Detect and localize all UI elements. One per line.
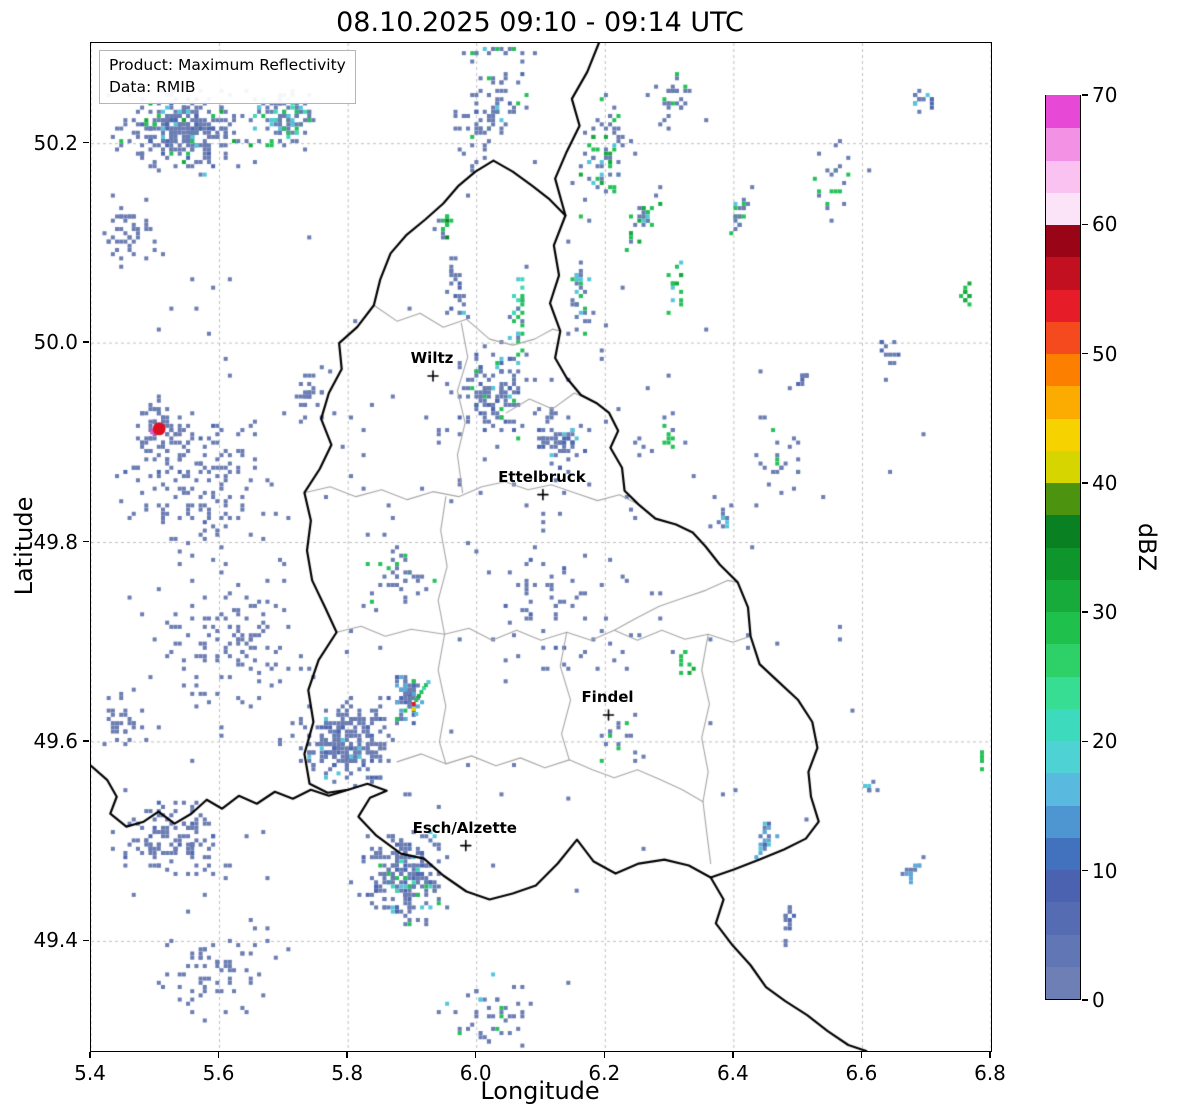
city-label-wiltz: Wiltz bbox=[410, 349, 454, 367]
figure-title: 08.10.2025 09:10 - 09:14 UTC bbox=[336, 7, 744, 38]
colorbar-band bbox=[1046, 740, 1080, 774]
colorbar-band bbox=[1046, 159, 1080, 193]
colorbar-band bbox=[1046, 353, 1080, 387]
colorbar-band bbox=[1046, 966, 1080, 999]
y-tick-label: 49.6 bbox=[33, 728, 78, 753]
y-tick-mark bbox=[82, 341, 89, 343]
y-tick-mark bbox=[82, 740, 89, 742]
x-tick-mark bbox=[989, 1051, 991, 1058]
colorbar-band bbox=[1046, 901, 1080, 935]
colorbar-band bbox=[1046, 95, 1080, 129]
x-axis-label: Longitude bbox=[480, 1077, 600, 1105]
colorbar-tick-mark bbox=[1082, 611, 1088, 613]
colorbar-tick-label: 40 bbox=[1092, 470, 1118, 495]
colorbar-tick-mark bbox=[1082, 94, 1088, 96]
x-tick-label: 6.8 bbox=[974, 1061, 1006, 1085]
colorbar-band bbox=[1046, 837, 1080, 870]
product-info-box: Product: Maximum Reflectivity Data: RMIB bbox=[99, 50, 356, 105]
city-label-findel: Findel bbox=[581, 688, 634, 706]
colorbar-tick-mark bbox=[1082, 740, 1088, 743]
city-label-ettelbruck: Ettelbruck bbox=[498, 467, 586, 486]
map-plot-area: Product: Maximum Reflectivity Data: RMIB bbox=[90, 42, 992, 1052]
colorbar-band bbox=[1046, 482, 1080, 516]
x-tick-mark bbox=[732, 1051, 734, 1058]
x-tick-mark bbox=[860, 1051, 863, 1058]
colorbar-tick-label: 60 bbox=[1092, 212, 1118, 237]
colorbar-tick-mark bbox=[1082, 999, 1088, 1001]
colorbar-band bbox=[1046, 933, 1080, 967]
city-label-esch-alzette: Esch/Alzette bbox=[412, 818, 517, 837]
x-tick-label: 5.8 bbox=[331, 1061, 364, 1085]
colorbar-band bbox=[1046, 546, 1080, 580]
y-tick-label: 49.8 bbox=[33, 529, 78, 554]
y-tick-mark bbox=[82, 540, 89, 543]
colorbar-band bbox=[1046, 256, 1080, 290]
colorbar-tick-mark bbox=[1082, 869, 1088, 872]
colorbar-label: dBZ bbox=[1133, 522, 1161, 572]
colorbar-band bbox=[1046, 772, 1080, 806]
colorbar-tick-label: 70 bbox=[1092, 83, 1118, 107]
colorbar-band bbox=[1046, 643, 1080, 677]
y-tick-mark bbox=[82, 141, 89, 144]
colorbar-band bbox=[1046, 127, 1080, 161]
x-tick-mark bbox=[474, 1051, 477, 1058]
colorbar-band bbox=[1046, 224, 1080, 258]
colorbar-tick-mark bbox=[1082, 223, 1088, 226]
colorbar-tick-label: 50 bbox=[1092, 341, 1118, 366]
data-source-line: Data: RMIB bbox=[109, 77, 196, 96]
y-tick-mark bbox=[82, 939, 89, 942]
x-tick-label: 5.6 bbox=[202, 1061, 235, 1085]
colorbar-tick-label: 30 bbox=[1092, 600, 1118, 625]
colorbar-tick-label: 10 bbox=[1092, 858, 1118, 883]
colorbar-tick-label: 20 bbox=[1092, 729, 1118, 754]
colorbar-band bbox=[1046, 514, 1080, 548]
x-tick-mark bbox=[89, 1051, 91, 1058]
colorbar-band bbox=[1046, 385, 1080, 419]
colorbar bbox=[1045, 95, 1081, 1000]
colorbar-band bbox=[1046, 804, 1080, 838]
radar-map-canvas bbox=[91, 43, 991, 1051]
x-tick-label: 6.6 bbox=[845, 1061, 878, 1085]
x-tick-label: 6.4 bbox=[716, 1061, 749, 1085]
x-tick-mark bbox=[346, 1051, 348, 1058]
x-tick-mark bbox=[217, 1051, 220, 1058]
colorbar-band bbox=[1046, 288, 1080, 322]
colorbar-band bbox=[1046, 417, 1080, 451]
colorbar-band bbox=[1046, 192, 1080, 225]
product-info-line: Product: Maximum Reflectivity bbox=[109, 56, 346, 74]
colorbar-band bbox=[1046, 450, 1080, 483]
colorbar-band bbox=[1046, 708, 1080, 741]
colorbar-tick-mark bbox=[1082, 482, 1088, 484]
colorbar-band bbox=[1046, 611, 1080, 645]
colorbar-band bbox=[1046, 675, 1080, 709]
y-tick-label: 49.4 bbox=[33, 928, 78, 953]
colorbar-band bbox=[1046, 321, 1080, 354]
y-tick-label: 50.2 bbox=[33, 130, 78, 155]
x-tick-mark bbox=[603, 1051, 606, 1058]
x-tick-label: 6.2 bbox=[588, 1061, 621, 1085]
x-tick-label: 6.0 bbox=[459, 1061, 492, 1085]
colorbar-tick-label: 0 bbox=[1092, 988, 1105, 1012]
colorbar-band bbox=[1046, 869, 1080, 903]
x-tick-label: 5.4 bbox=[74, 1061, 106, 1085]
y-tick-label: 50.0 bbox=[33, 330, 78, 355]
colorbar-tick-mark bbox=[1082, 352, 1088, 355]
colorbar-band bbox=[1046, 579, 1080, 612]
